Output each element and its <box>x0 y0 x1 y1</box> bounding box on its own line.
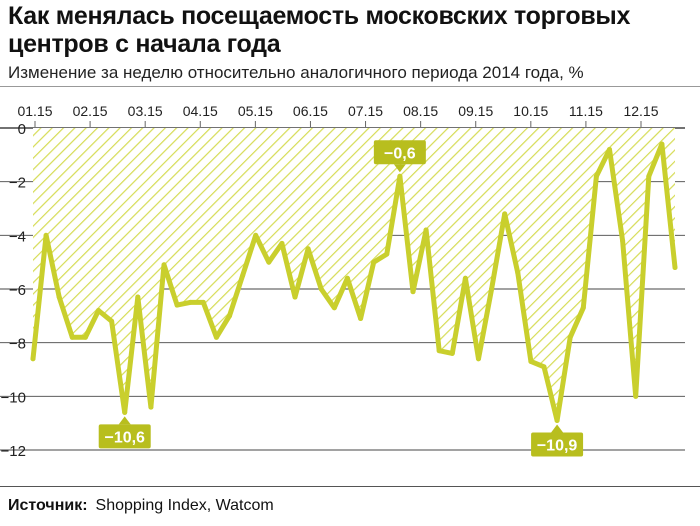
data-point <box>397 173 403 179</box>
data-point <box>174 302 180 308</box>
data-point <box>30 356 36 362</box>
data-point <box>135 294 141 300</box>
source-text: Shopping Index, Watcom <box>95 497 274 514</box>
data-point <box>541 364 547 370</box>
data-point <box>410 289 416 295</box>
data-point <box>515 270 521 276</box>
x-tick-label: 02.15 <box>73 103 108 119</box>
data-point <box>305 246 311 252</box>
x-tick-label: 03.15 <box>128 103 163 119</box>
data-point <box>384 251 390 257</box>
callout-label: −0,6 <box>384 145 416 162</box>
callout-label: −10,6 <box>104 429 145 446</box>
data-point <box>423 227 429 233</box>
data-point <box>580 305 586 311</box>
chart-subtitle: Изменение за неделю относительно аналоги… <box>8 63 584 82</box>
data-point <box>475 356 481 362</box>
chart-title: Как менялась посещаемость московских тор… <box>8 2 631 58</box>
callouts: −10,6 −0,6 −10,9 <box>98 140 584 457</box>
data-point <box>502 211 508 217</box>
data-point <box>56 294 62 300</box>
x-tick-label: 12.15 <box>623 103 658 119</box>
data-point <box>213 334 219 340</box>
y-tick-label: −6 <box>9 282 26 299</box>
data-point <box>358 316 364 322</box>
data-point <box>371 259 377 265</box>
callout-pointer <box>118 416 131 425</box>
data-point <box>331 305 337 311</box>
data-point <box>344 275 350 281</box>
data-point <box>253 232 259 238</box>
y-tick-label: −12 <box>1 443 26 460</box>
data-point <box>109 318 115 324</box>
y-tick-label: −2 <box>9 175 26 192</box>
data-point <box>43 232 49 238</box>
area-fill <box>33 128 675 421</box>
source-label: Источник: <box>8 497 88 514</box>
data-point <box>593 173 599 179</box>
data-point <box>96 307 102 313</box>
x-tick-label: 10.15 <box>513 103 548 119</box>
data-point <box>200 299 206 305</box>
divider <box>0 86 700 87</box>
source-line: Источник: Shopping Index, Watcom <box>8 497 274 515</box>
data-point <box>122 409 128 415</box>
data-point <box>462 275 468 281</box>
data-point <box>672 265 678 271</box>
y-tick-label: −4 <box>9 228 26 245</box>
x-tick-label: 09.15 <box>458 103 493 119</box>
x-axis: 01.15 02.15 03.15 04.15 05.15 06.15 07.15 08.15… <box>17 103 659 127</box>
data-point <box>148 404 154 410</box>
data-point <box>69 334 75 340</box>
data-point <box>161 262 167 268</box>
series-line <box>30 141 678 423</box>
callout-box <box>373 140 426 165</box>
x-tick-label: 11.15 <box>569 103 603 119</box>
x-tick-label: 04.15 <box>183 103 218 119</box>
data-point <box>436 348 442 354</box>
data-point <box>187 299 193 305</box>
data-point <box>82 334 88 340</box>
data-point <box>279 240 285 246</box>
data-points <box>30 141 678 423</box>
x-tick-label: 01.15 <box>17 103 52 119</box>
data-point <box>659 141 665 147</box>
data-point <box>633 393 639 399</box>
line-chart: 0 −2 −4 −6 −8 −10 −12 01.15 02.15 03.15 04.15 05.1… <box>0 103 685 460</box>
x-tick-label: 05.15 <box>238 103 273 119</box>
callout-pointer <box>393 164 406 173</box>
data-point <box>567 334 573 340</box>
callout-box <box>98 424 151 449</box>
x-tick-label: 06.15 <box>293 103 328 119</box>
source-divider <box>0 486 700 487</box>
data-point <box>554 417 560 423</box>
data-point <box>292 294 298 300</box>
x-tick-label: 07.15 <box>348 103 383 119</box>
callout-pointer <box>551 424 564 433</box>
callout-label: −10,9 <box>537 437 578 454</box>
y-tick-label: −10 <box>1 389 26 406</box>
y-axis: 0 −2 −4 −6 −8 −10 −12 <box>1 121 26 460</box>
callout: −10,6 <box>98 416 151 449</box>
callout-box <box>531 432 584 457</box>
data-point <box>449 350 455 356</box>
y-tick-label: −8 <box>9 336 26 353</box>
callout: −10,9 <box>531 424 584 457</box>
y-tick-label: 0 <box>18 121 26 138</box>
data-point <box>489 286 495 292</box>
data-point <box>266 259 272 265</box>
data-point <box>240 273 246 279</box>
data-point <box>620 238 626 244</box>
data-point <box>646 173 652 179</box>
data-point <box>227 313 233 319</box>
x-tick-label: 08.15 <box>403 103 438 119</box>
data-point <box>606 146 612 152</box>
data-point <box>318 286 324 292</box>
data-point <box>528 358 534 364</box>
callout: −0,6 <box>373 140 426 173</box>
